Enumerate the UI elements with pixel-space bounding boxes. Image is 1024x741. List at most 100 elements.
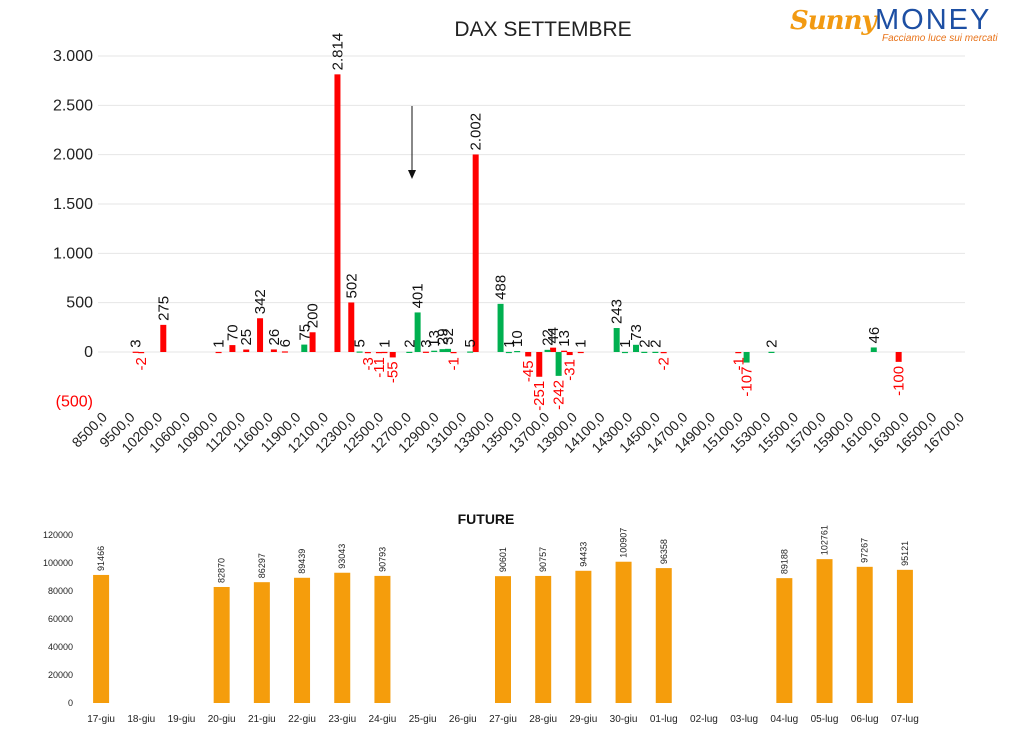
future-data-label: 93043 xyxy=(337,544,347,569)
data-label: -45 xyxy=(520,360,537,382)
data-label: 29 xyxy=(435,328,452,345)
sunny-money-logo: Sunny MONEY Facciamo luce sui mercati xyxy=(790,4,1015,44)
y-tick-label: 3.000 xyxy=(53,48,93,65)
future-data-label: 90793 xyxy=(377,547,387,572)
bar xyxy=(743,352,750,363)
future-x-tick-label: 03-lug xyxy=(730,714,758,725)
bar xyxy=(641,351,648,354)
bar xyxy=(621,351,628,354)
future-y-tick-label: 20000 xyxy=(48,670,73,680)
bar xyxy=(281,351,288,353)
future-x-tick-label: 01-lug xyxy=(650,714,678,725)
bar xyxy=(356,351,363,353)
data-label: -100 xyxy=(891,366,908,396)
data-label: 22 xyxy=(540,329,557,346)
bar xyxy=(870,347,877,352)
data-label: 488 xyxy=(493,275,510,300)
data-label: 75 xyxy=(296,324,313,341)
y-tick-label: 1.000 xyxy=(53,245,93,262)
future-x-tick-label: 06-lug xyxy=(851,714,879,725)
future-x-tick-label: 19-giu xyxy=(168,714,196,725)
data-label: 5 xyxy=(352,339,369,347)
future-y-tick-label: 40000 xyxy=(48,642,73,652)
future-y-tick-label: 60000 xyxy=(48,614,73,624)
data-label: 32 xyxy=(440,328,457,345)
data-label: 275 xyxy=(155,296,172,321)
bar xyxy=(514,351,521,353)
future-bar xyxy=(776,578,793,703)
bar xyxy=(525,352,532,357)
future-bar xyxy=(495,576,511,703)
bar xyxy=(505,351,512,354)
bar xyxy=(422,351,429,353)
logo-tagline: Facciamo luce sui mercati xyxy=(882,33,998,44)
bar xyxy=(215,351,222,354)
future-bar xyxy=(294,577,311,703)
data-label: -55 xyxy=(385,361,402,383)
data-label: 5 xyxy=(462,339,479,347)
future-bar xyxy=(334,572,351,703)
bar xyxy=(660,352,667,354)
future-x-tick-label: 20-giu xyxy=(208,714,236,725)
y-tick-label: (500) xyxy=(56,393,93,410)
future-x-tick-label: 29-giu xyxy=(569,714,597,725)
bar xyxy=(389,352,396,358)
bar xyxy=(301,344,308,352)
data-label: -11 xyxy=(371,357,388,378)
data-label: 10 xyxy=(509,330,526,347)
data-label: -2 xyxy=(656,357,673,370)
future-x-tick-label: 04-lug xyxy=(770,714,798,725)
future-data-label: 95121 xyxy=(900,541,910,566)
bar xyxy=(243,349,250,352)
bar xyxy=(450,352,457,354)
data-label: -3 xyxy=(360,357,377,370)
future-x-tick-label: 28-giu xyxy=(529,714,557,725)
bar xyxy=(561,350,568,352)
data-label: 243 xyxy=(609,299,626,324)
future-data-label: 91466 xyxy=(96,546,106,571)
data-label: 2 xyxy=(647,339,664,347)
future-data-label: 90757 xyxy=(538,547,548,572)
bar xyxy=(439,349,446,352)
bar xyxy=(566,352,573,356)
annotation-arrow-head xyxy=(408,170,416,179)
future-y-tick-label: 0 xyxy=(68,698,73,708)
future-bar xyxy=(213,586,230,703)
future-data-label: 100907 xyxy=(619,528,629,558)
future-x-tick-label: 22-giu xyxy=(288,714,316,725)
future-data-label: 86297 xyxy=(257,553,267,578)
y-tick-label: 1.500 xyxy=(53,196,93,213)
data-label: 13 xyxy=(556,330,573,347)
bar xyxy=(613,328,620,352)
future-bar xyxy=(655,568,672,703)
y-tick-label: 2.500 xyxy=(53,97,93,114)
bar xyxy=(467,351,474,353)
data-label: 13 xyxy=(426,330,443,347)
bar xyxy=(768,351,775,354)
data-label: 200 xyxy=(305,303,322,328)
future-data-label: 82870 xyxy=(217,558,227,583)
data-label: 6 xyxy=(277,339,294,347)
bar xyxy=(160,324,167,352)
data-label: 1 xyxy=(211,340,228,348)
bar xyxy=(414,312,421,352)
bar xyxy=(544,349,551,352)
data-label: 73 xyxy=(628,324,645,341)
data-label: 2 xyxy=(763,339,780,347)
bar xyxy=(536,352,543,377)
logo-brand-money: MONEY xyxy=(875,4,992,36)
y-tick-label: 2.000 xyxy=(53,147,93,164)
future-bar xyxy=(253,582,270,703)
bar xyxy=(270,349,277,352)
chart-title-dax: DAX SETTEMBRE xyxy=(454,18,631,41)
future-x-tick-label: 02-lug xyxy=(690,714,718,725)
data-label: 502 xyxy=(343,273,360,298)
data-label: 2 xyxy=(636,339,653,347)
bar xyxy=(577,351,584,354)
chart-title-future: FUTURE xyxy=(458,511,515,527)
future-x-tick-label: 24-giu xyxy=(369,714,397,725)
data-label: 3 xyxy=(128,339,145,347)
data-label: -107 xyxy=(739,367,756,397)
data-label: -2 xyxy=(133,357,150,370)
bar xyxy=(497,303,504,352)
